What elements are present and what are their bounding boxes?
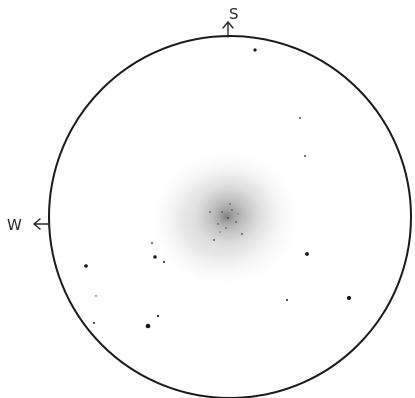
- star: [145, 323, 151, 329]
- field-of-view-circle: [48, 35, 412, 398]
- star: [286, 299, 288, 301]
- star: [163, 261, 165, 263]
- star: [304, 155, 306, 157]
- direction-label-left: W: [7, 216, 22, 234]
- star: [156, 314, 160, 318]
- star: [151, 242, 153, 244]
- star: [84, 264, 88, 268]
- star-field: [84, 48, 352, 329]
- nebula-core-speckles: [209, 203, 243, 241]
- left-arrow-icon: [32, 218, 50, 230]
- star: [346, 295, 352, 301]
- star: [253, 48, 257, 52]
- star: [93, 322, 95, 324]
- star: [299, 117, 301, 119]
- direction-label-top: S: [229, 5, 239, 23]
- star: [305, 252, 309, 256]
- star: [153, 255, 157, 259]
- star: [95, 295, 97, 297]
- nebula-glow: [152, 150, 300, 286]
- up-arrow-icon: [222, 20, 234, 38]
